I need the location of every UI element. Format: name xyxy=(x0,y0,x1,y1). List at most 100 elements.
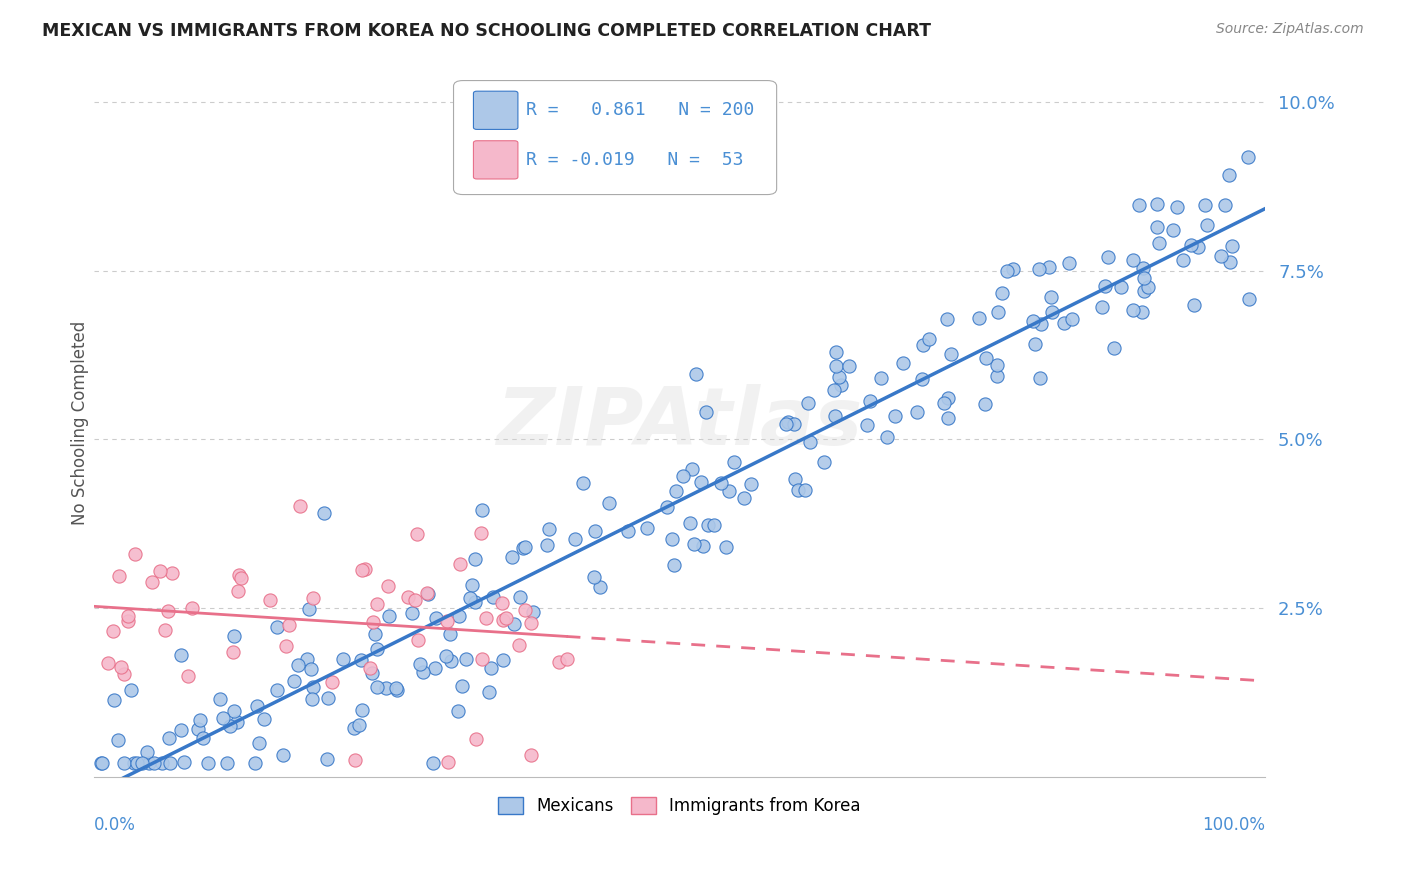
Point xyxy=(775,417,797,432)
Point xyxy=(315,752,337,766)
Point xyxy=(876,429,898,443)
Point xyxy=(470,525,492,540)
Point xyxy=(157,731,180,746)
Point xyxy=(471,652,494,666)
Point xyxy=(301,692,323,706)
Point xyxy=(274,639,297,653)
Point xyxy=(283,674,305,689)
Point xyxy=(681,462,703,476)
Point xyxy=(228,567,250,582)
Point xyxy=(470,502,492,516)
Point xyxy=(936,392,959,406)
Point xyxy=(935,312,957,326)
Point xyxy=(385,683,408,698)
Point xyxy=(385,681,408,696)
Point xyxy=(671,468,693,483)
Point xyxy=(1146,197,1168,211)
Point xyxy=(359,661,381,675)
Point xyxy=(170,723,193,737)
Point xyxy=(1053,316,1076,330)
Point xyxy=(180,600,202,615)
Point xyxy=(416,587,439,601)
Point xyxy=(509,590,531,604)
Point xyxy=(1239,292,1261,306)
Point xyxy=(733,491,755,506)
Point xyxy=(412,665,434,679)
Point xyxy=(1029,371,1052,385)
Point xyxy=(349,717,371,731)
Point xyxy=(377,579,399,593)
Point xyxy=(1128,198,1150,212)
Point xyxy=(513,541,536,555)
Point xyxy=(298,602,321,616)
Point xyxy=(823,383,845,397)
Point xyxy=(519,748,541,763)
Point xyxy=(690,475,713,489)
Point xyxy=(465,732,488,747)
FancyBboxPatch shape xyxy=(454,80,776,194)
Point xyxy=(1039,290,1062,304)
Point xyxy=(162,566,184,580)
Point xyxy=(813,454,835,468)
Point xyxy=(1097,250,1119,264)
Point xyxy=(1166,200,1188,214)
Point xyxy=(911,372,934,386)
Point xyxy=(830,377,852,392)
Point xyxy=(406,632,429,647)
Point xyxy=(138,756,160,771)
Point xyxy=(332,652,354,666)
Point xyxy=(409,657,432,671)
Point xyxy=(90,756,112,771)
Point xyxy=(366,680,388,694)
Point xyxy=(243,756,266,771)
Point xyxy=(456,652,478,666)
Point xyxy=(776,415,799,429)
Point xyxy=(120,682,142,697)
Point xyxy=(149,564,172,578)
Point xyxy=(783,472,806,486)
Point xyxy=(661,532,683,546)
Point xyxy=(117,609,139,624)
Point xyxy=(655,500,678,514)
Text: 100.0%: 100.0% xyxy=(1202,815,1265,833)
Point xyxy=(884,409,907,423)
Point xyxy=(404,593,426,607)
Point xyxy=(124,547,146,561)
Point xyxy=(1028,261,1050,276)
Point xyxy=(859,394,882,409)
Point xyxy=(697,518,720,533)
Point xyxy=(422,756,444,771)
Point xyxy=(536,538,558,552)
Point xyxy=(1104,342,1126,356)
Point xyxy=(740,477,762,491)
Point xyxy=(571,476,593,491)
Point xyxy=(515,603,537,617)
Point xyxy=(1237,150,1260,164)
Point xyxy=(918,332,941,346)
Point xyxy=(253,712,276,726)
Y-axis label: No Schooling Completed: No Schooling Completed xyxy=(72,320,89,524)
Point xyxy=(405,527,427,541)
Point xyxy=(451,679,474,693)
Point xyxy=(492,653,515,667)
Point xyxy=(796,396,818,410)
Point xyxy=(226,583,249,598)
Point xyxy=(1038,260,1060,275)
Point xyxy=(277,617,299,632)
Point xyxy=(247,736,270,750)
Point xyxy=(870,371,893,385)
Point xyxy=(361,665,384,680)
Point xyxy=(1130,305,1153,319)
Point xyxy=(703,518,725,533)
Point xyxy=(458,591,481,606)
Point xyxy=(159,756,181,771)
Point xyxy=(112,667,135,681)
Point xyxy=(1180,237,1202,252)
Point xyxy=(461,578,484,592)
Text: R = -0.019   N =  53: R = -0.019 N = 53 xyxy=(526,151,744,169)
Point xyxy=(495,611,517,625)
Point xyxy=(492,613,515,627)
Point xyxy=(665,484,688,499)
Text: R =   0.861   N = 200: R = 0.861 N = 200 xyxy=(526,102,755,120)
Point xyxy=(107,733,129,747)
